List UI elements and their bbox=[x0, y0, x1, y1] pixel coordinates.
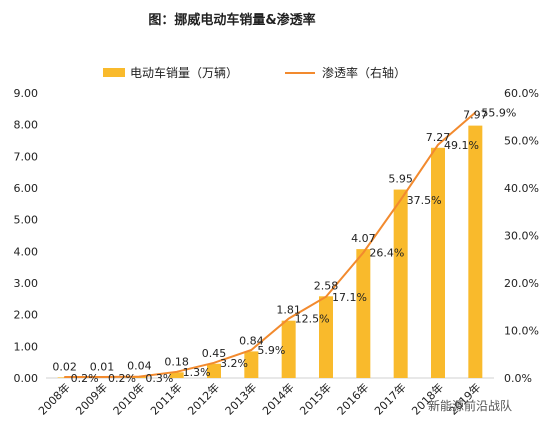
legend-bar-label: 电动车销量（万辆） bbox=[130, 65, 238, 80]
y-left-tick-label: 9.00 bbox=[14, 87, 39, 100]
y-left-tick-label: 2.00 bbox=[14, 309, 39, 322]
bar-value-label: 0.45 bbox=[202, 347, 227, 360]
x-tick-label: 2015年 bbox=[297, 380, 334, 417]
penetration-value-label: 1.3% bbox=[183, 366, 211, 379]
line-point bbox=[63, 376, 66, 378]
y-left-tick-label: 0.00 bbox=[14, 372, 39, 385]
y-right-tick-label: 60.0% bbox=[504, 87, 539, 100]
y-right-tick-label: 20.0% bbox=[504, 277, 539, 290]
y-right-tick-label: 50.0% bbox=[504, 135, 539, 148]
penetration-value-label: 5.9% bbox=[257, 344, 285, 357]
penetration-value-label: 49.1% bbox=[444, 139, 479, 152]
bar bbox=[319, 296, 333, 378]
penetration-line-path bbox=[64, 111, 476, 379]
penetration-value-label: 0.2% bbox=[108, 372, 136, 385]
penetration-value-label: 0.3% bbox=[145, 372, 173, 385]
x-tick-label: 2016年 bbox=[334, 380, 371, 417]
data-labels: 0.02 0.01 0.04 0.18 0.45 0.84 1.81 2.58 4.07 5.95… bbox=[52, 106, 516, 385]
bar bbox=[393, 189, 408, 378]
x-tick-label: 2009年 bbox=[73, 380, 110, 417]
line-point bbox=[362, 251, 365, 254]
bar bbox=[281, 320, 296, 378]
x-tick-label: 2010年 bbox=[110, 380, 147, 417]
bar bbox=[468, 125, 483, 378]
penetration-value-label: 12.5% bbox=[295, 313, 330, 326]
x-tick-label: 2012年 bbox=[185, 380, 222, 417]
line-point bbox=[175, 371, 178, 373]
bar bbox=[207, 363, 221, 378]
bar bbox=[244, 351, 259, 378]
bar-value-label: 2.58 bbox=[314, 279, 339, 292]
line-point bbox=[138, 375, 141, 378]
y-left-tick-label: 6.00 bbox=[14, 182, 39, 195]
penetration-value-label: 0.2% bbox=[71, 372, 99, 385]
x-tick-label: 2011年 bbox=[147, 380, 184, 417]
legend-bar-swatch bbox=[103, 68, 125, 77]
y-left-tick-label: 5.00 bbox=[14, 214, 39, 227]
y-right-tick-label: 40.0% bbox=[504, 182, 539, 195]
y-left-tick-label: 7.00 bbox=[14, 150, 39, 163]
penetration-value-label: 26.4% bbox=[369, 247, 404, 260]
bar-value-label: 0.84 bbox=[239, 334, 264, 347]
line-point bbox=[213, 362, 215, 364]
y-right-tick-label: 30.0% bbox=[504, 230, 539, 243]
penetration-value-label: 37.5% bbox=[407, 194, 442, 207]
line-point bbox=[250, 349, 253, 351]
y-left-tick-label: 1.00 bbox=[14, 340, 39, 353]
watermark: 新能源前沿战队 bbox=[428, 398, 512, 413]
legend: 电动车销量（万辆） 渗透率（右轴） bbox=[103, 65, 406, 80]
x-tick-label: 2014年 bbox=[259, 380, 296, 417]
penetration-value-label: 55.9% bbox=[481, 106, 516, 119]
bar-value-label: 0.04 bbox=[127, 360, 152, 373]
bar-value-label: 7.97 bbox=[463, 109, 488, 122]
line-point bbox=[399, 199, 402, 201]
y-right-tick-label: 0.0% bbox=[504, 372, 532, 385]
line-point bbox=[325, 295, 327, 298]
chart-title: 图：挪威电动车销量&渗透率 bbox=[148, 12, 315, 28]
y-left-tick-label: 3.00 bbox=[14, 277, 39, 290]
bar-value-label: 4.07 bbox=[351, 232, 376, 245]
bar-value-label: 0.02 bbox=[52, 360, 77, 373]
x-tick-label: 2008年 bbox=[35, 380, 72, 417]
line-point bbox=[437, 143, 439, 146]
bar-value-label: 7.27 bbox=[426, 131, 451, 144]
bar-value-label: 1.81 bbox=[276, 304, 301, 317]
bar-value-label: 0.01 bbox=[90, 361, 115, 374]
bar bbox=[356, 249, 371, 378]
y-left-tick-label: 8.00 bbox=[14, 119, 39, 132]
bar-value-label: 0.18 bbox=[164, 355, 189, 368]
line-point bbox=[474, 111, 477, 114]
line-point bbox=[287, 317, 290, 320]
y-right-tick-label: 10.0% bbox=[504, 325, 539, 338]
bar bbox=[169, 372, 184, 378]
y-left-tick-label: 4.00 bbox=[14, 245, 39, 258]
x-tick-label: 2017年 bbox=[371, 380, 408, 417]
bar bbox=[431, 147, 445, 378]
line-point bbox=[101, 376, 103, 378]
bar-value-label: 5.95 bbox=[388, 173, 413, 186]
penetration-value-label: 3.2% bbox=[220, 357, 248, 370]
penetration-line bbox=[63, 111, 477, 379]
x-tick-label: 2013年 bbox=[222, 380, 259, 417]
legend-line-label: 渗透率（右轴） bbox=[322, 65, 406, 80]
penetration-value-label: 17.1% bbox=[332, 291, 367, 304]
bars bbox=[57, 125, 483, 378]
